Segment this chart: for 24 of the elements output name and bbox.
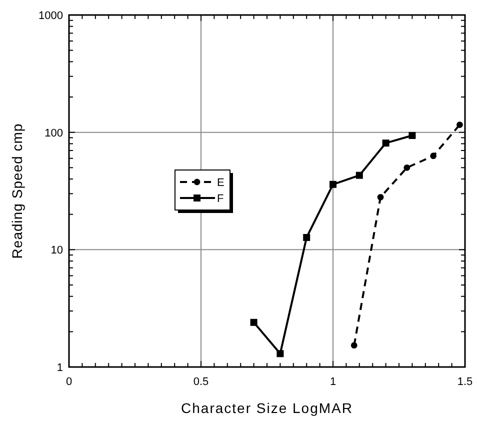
y-tick-label: 10 bbox=[50, 244, 63, 257]
x-tick-label: 1.5 bbox=[457, 376, 473, 388]
x-axis-title: Character Size LogMAR bbox=[181, 400, 353, 416]
x-tick-label: 0 bbox=[66, 376, 72, 388]
point bbox=[377, 194, 384, 200]
legend-label: E bbox=[217, 177, 224, 189]
point bbox=[408, 132, 416, 139]
y-tick-label: 1000 bbox=[38, 10, 63, 22]
point bbox=[303, 234, 310, 241]
point bbox=[250, 318, 258, 326]
point bbox=[404, 164, 410, 171]
point bbox=[350, 342, 358, 349]
point bbox=[330, 180, 336, 188]
y-axis-title: Reading Speed cmp bbox=[9, 123, 25, 259]
y-tick-label: 100 bbox=[44, 127, 63, 140]
point bbox=[276, 350, 284, 358]
point bbox=[430, 152, 437, 160]
point bbox=[456, 122, 463, 128]
y-tick-label: 1 bbox=[56, 362, 63, 374]
legend-label: F bbox=[217, 193, 224, 205]
point bbox=[382, 140, 390, 147]
x-tick-label: 1 bbox=[330, 376, 336, 388]
x-tick-label: 0.5 bbox=[193, 376, 209, 388]
point bbox=[356, 172, 363, 179]
